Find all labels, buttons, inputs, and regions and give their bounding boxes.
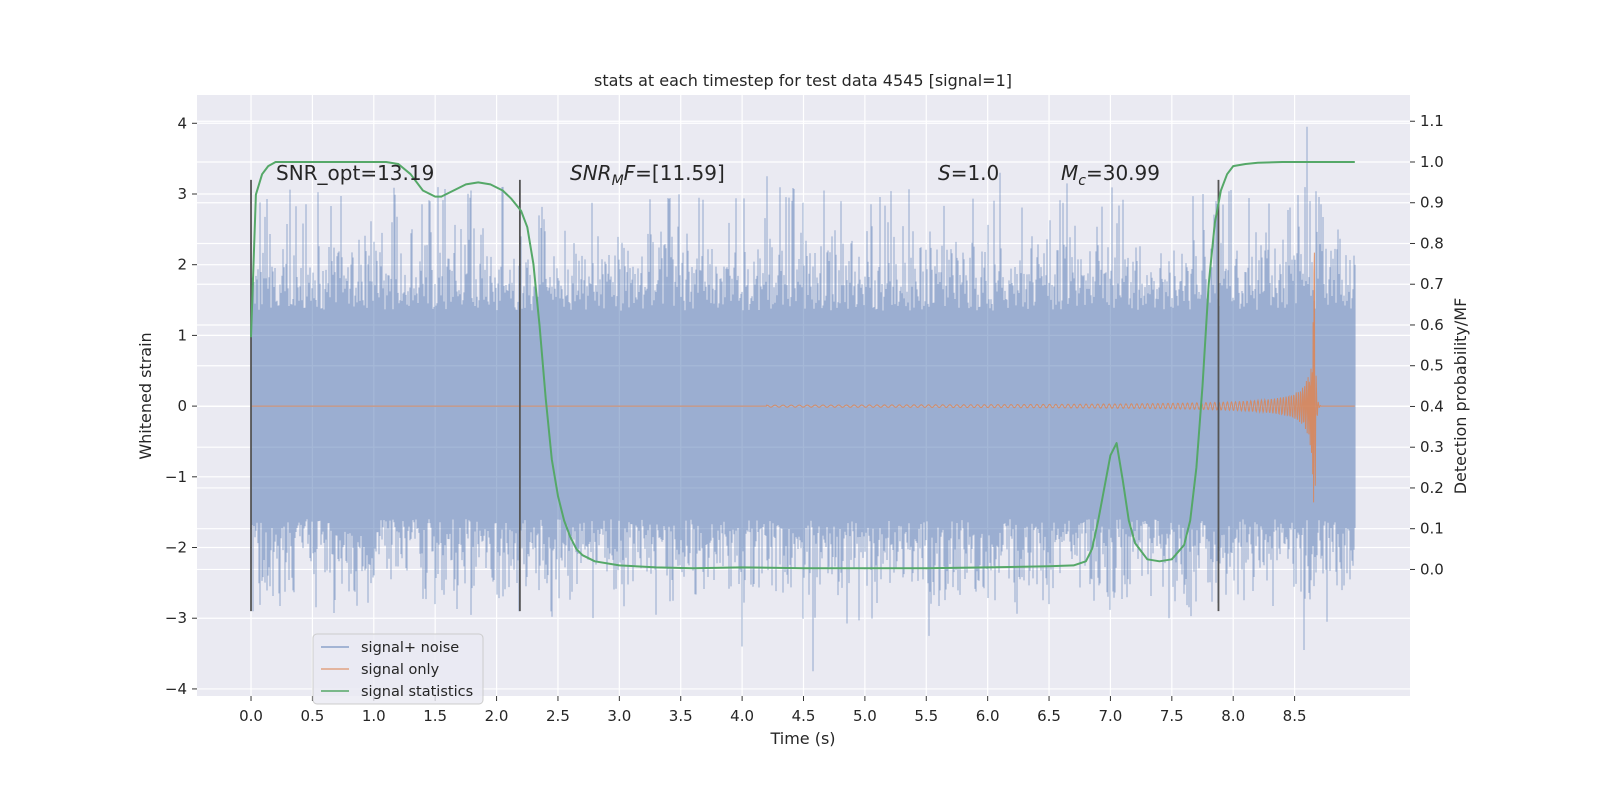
y-axis-right-title: Detection probability/MF (1451, 298, 1470, 495)
y-right-tick-label: 0.5 (1420, 357, 1444, 375)
y-right-tick-label: 0.0 (1420, 560, 1444, 578)
y-right-tick-label: 0.3 (1420, 438, 1444, 456)
segment-markers (250, 179, 1220, 612)
annotation-s-symbol: S (938, 161, 951, 185)
series-signal-statistics (250, 161, 1355, 570)
y-tick-label: 3 (177, 185, 187, 203)
y-axis-title: Whitened strain (136, 332, 155, 459)
x-tick-label: 0.5 (300, 707, 324, 725)
y-tick-label: 0 (177, 397, 187, 415)
y-right-tick-label: 0.6 (1420, 316, 1444, 334)
y-right-tick-label: 0.7 (1420, 275, 1444, 293)
annotation-mc-subscript: c (1078, 173, 1086, 189)
legend-box (312, 633, 484, 705)
annotation-snr-mf-symbol: SNR (570, 161, 612, 185)
y-right-tick-label: 0.9 (1420, 194, 1444, 212)
annotation-snr-mf-subscript: M (612, 173, 624, 189)
y-tick-label: 2 (177, 256, 187, 274)
x-tick-label: 2.5 (546, 707, 570, 725)
y-tick-label: −2 (165, 539, 187, 557)
x-tick-label: 0.0 (239, 707, 263, 725)
y-right-tick-label: 1.1 (1420, 112, 1444, 130)
chart-title: stats at each timestep for test data 454… (594, 71, 1012, 90)
y-tick-label: −4 (165, 680, 187, 698)
y-right-tick-label: 1.0 (1420, 153, 1444, 171)
y-tick-label: 1 (177, 326, 187, 344)
x-tick-label: 4.0 (730, 707, 754, 725)
x-tick-label: 2.0 (485, 707, 509, 725)
y-tick-label: −3 (165, 609, 187, 627)
legend-label-signal-noise: signal+ noise (361, 640, 459, 656)
y-tick-label: −1 (165, 468, 187, 486)
annotation-snr-mf: SNRMF=[11.59] (570, 161, 725, 189)
annotation-s-value: =1.0 (951, 161, 1000, 185)
annotations: SNR_opt=13.19 SNRMF=[11.59] S=1.0 Mc=30.… (276, 161, 1160, 189)
annotation-s: S=1.0 (938, 161, 999, 185)
signal-statistics-line (250, 161, 1355, 570)
annotation-mc-symbol: M (1061, 161, 1078, 185)
x-tick-label: 5.5 (914, 707, 938, 725)
legend-label-signal-only: signal only (361, 662, 440, 678)
annotation-mc-value: =30.99 (1086, 161, 1160, 185)
signal-chirp-trace (251, 252, 1355, 503)
legend-label-signal-statistics: signal statistics (361, 684, 473, 700)
axes: 0.0 0.5 1.0 1.5 2.0 2.5 3.0 3.5 4.0 4.5 5.0 5.5 6.0 6… (165, 112, 1444, 725)
y-right-tick-label: 0.8 (1420, 234, 1444, 252)
x-tick-label: 1.5 (423, 707, 447, 725)
x-tick-label: 7.5 (1160, 707, 1184, 725)
x-tick-label: 4.5 (792, 707, 816, 725)
y-right-tick-label: 0.1 (1420, 520, 1444, 538)
annotation-snr-mf-value: =[11.59] (635, 161, 725, 185)
series-signal-only (251, 252, 1355, 503)
x-tick-label: 5.0 (853, 707, 877, 725)
x-tick-label: 6.0 (976, 707, 1000, 725)
y-right-tick-label: 0.2 (1420, 479, 1444, 497)
x-tick-label: 6.5 (1037, 707, 1061, 725)
x-tick-label: 7.0 (1099, 707, 1123, 725)
x-tick-label: 3.5 (669, 707, 693, 725)
y-right-tick-label: 0.4 (1420, 397, 1444, 415)
x-tick-label: 3.0 (607, 707, 631, 725)
legend: signal+ noise signal only signal statist… (312, 633, 484, 705)
x-tick-label: 8.5 (1283, 707, 1307, 725)
annotation-snr-opt: SNR_opt=13.19 (276, 161, 434, 185)
x-tick-label: 1.0 (362, 707, 386, 725)
annotation-mc: Mc=30.99 (1061, 161, 1160, 189)
x-tick-label: 8.0 (1221, 707, 1245, 725)
annotation-snr-mf-f: F (624, 161, 636, 185)
x-axis-title: Time (s) (769, 729, 835, 748)
y-tick-label: 4 (177, 114, 187, 132)
